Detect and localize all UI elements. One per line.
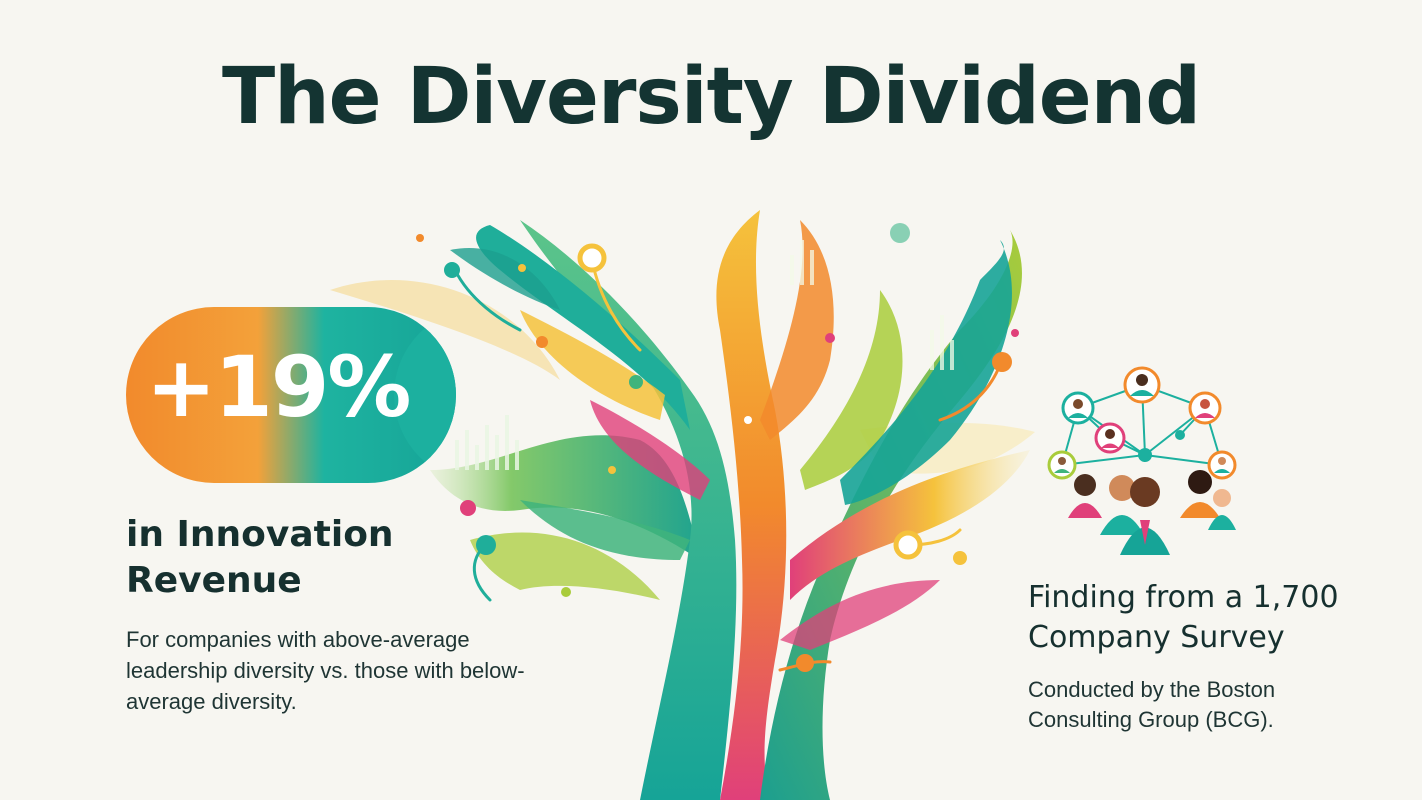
people-group: [1068, 470, 1236, 555]
stat-label-line-2: Revenue: [126, 560, 302, 601]
tree-dots: [416, 223, 1019, 672]
stat-badge: [126, 307, 456, 483]
tree-branch-left-2: [520, 310, 665, 420]
tree-branch-left-4: [520, 500, 690, 560]
tree-trunk-teal: [520, 220, 737, 800]
bar-chart-accent-left: [455, 415, 519, 470]
tree-branch-left-3: [590, 400, 710, 500]
stat-description: For companies with above-average leaders…: [126, 627, 525, 714]
finding-description: Conducted by the Boston Consulting Group…: [1028, 677, 1276, 732]
people-network-icon: [1047, 366, 1237, 555]
tree-branch-right-3: [840, 240, 1012, 505]
tree-branch-right-2: [800, 290, 903, 490]
tree-trunk-magenta: [716, 210, 787, 800]
finding-heading: Finding from a 1,700 Company Survey: [1028, 580, 1339, 655]
tree-branch-right-1: [760, 220, 834, 440]
network-avatars: [1047, 366, 1237, 480]
bar-chart-accent-right: [790, 240, 954, 370]
tree-branch-right-fan: [790, 450, 1030, 600]
stat-value: +19%: [146, 338, 411, 436]
network-hub: [1138, 448, 1152, 462]
tree-wash-left: [330, 280, 560, 380]
page-title: The Diversity Dividend: [221, 52, 1201, 142]
stat-label-line-1: in Innovation: [126, 514, 394, 555]
tree-branch-left-far: [450, 248, 560, 310]
tree-branch-left-low: [470, 532, 660, 600]
tree-branch-right-low: [780, 580, 940, 650]
stat-label: in Innovation Revenue: [126, 512, 446, 604]
